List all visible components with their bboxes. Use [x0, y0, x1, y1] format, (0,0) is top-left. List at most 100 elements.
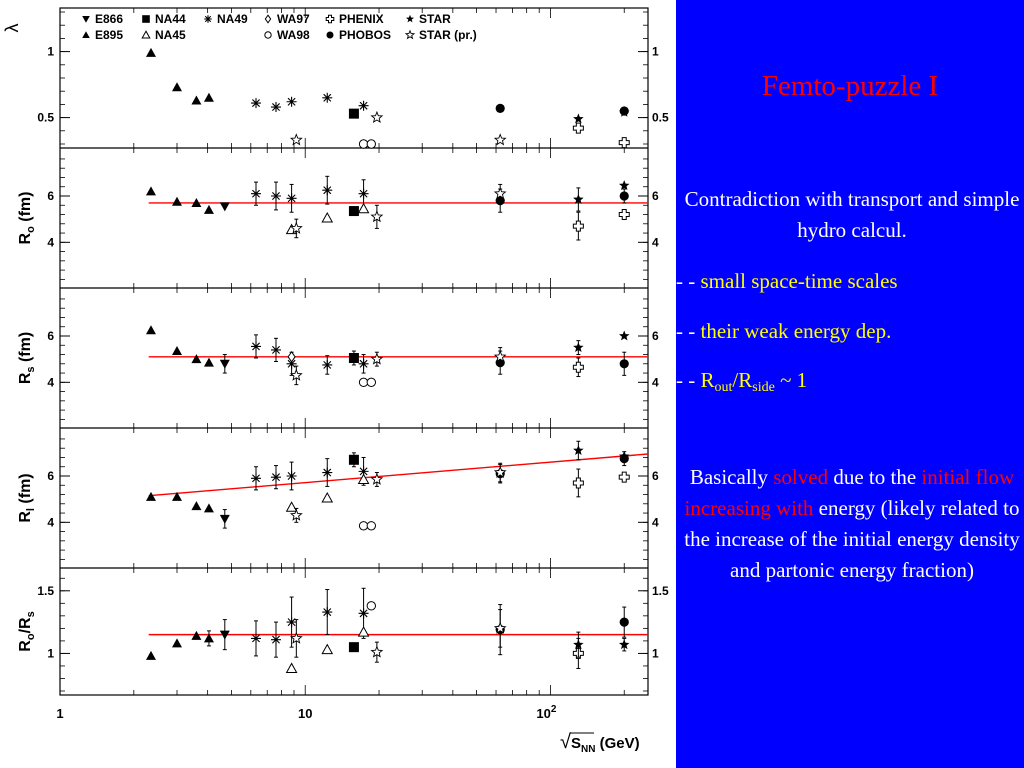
data-point-asterisk	[358, 358, 369, 369]
y-tick-label-right: 4	[652, 515, 659, 529]
y-label-sub: o	[25, 226, 37, 233]
data-point-tri-up-open	[357, 473, 370, 484]
data-point-tri-up	[203, 633, 214, 643]
summary-part-5: energy (likely related to the increase o…	[684, 496, 1020, 582]
x-axis-label: √SNN (GeV)	[560, 731, 640, 755]
data-point-circle	[619, 617, 629, 627]
y-label-sub: s	[25, 366, 37, 372]
data-point-tri-down	[219, 202, 230, 212]
y-tick-label-right: 4	[652, 235, 659, 249]
x-tick-label: 1	[56, 706, 63, 721]
data-point-star-open	[493, 350, 507, 363]
panel-4	[145, 440, 649, 531]
data-point-cross-open	[618, 209, 630, 221]
y-label-unit: (fm)	[17, 473, 34, 508]
legend-marker-cross-open	[325, 14, 335, 24]
data-point-tri-up	[171, 196, 182, 206]
data-point-square	[348, 206, 359, 217]
data-point-asterisk	[358, 466, 369, 477]
bullet-1-dash: - -	[676, 269, 696, 293]
panel-intro: Contradiction with transport and simple …	[684, 187, 1020, 242]
data-point-tri-up	[145, 325, 156, 335]
summary-part-3: due to the	[828, 465, 922, 489]
legend-marker-star	[406, 14, 414, 23]
data-point-asterisk	[251, 341, 262, 352]
data-point-circle-open	[366, 139, 376, 149]
x-tick-label-main: 10	[298, 706, 312, 721]
legend-marker-tri-up	[82, 31, 90, 39]
y-tick-label-left: 6	[47, 469, 54, 483]
data-point-star-open	[289, 221, 303, 234]
data-point-tri-up	[191, 197, 202, 207]
data-point-asterisk	[251, 473, 262, 484]
y-label-mid: /R	[17, 617, 34, 633]
data-point-tri-up-open	[357, 626, 370, 637]
legend-marker-square	[142, 15, 150, 23]
legend-label: WA98	[277, 28, 310, 42]
data-point-tri-up	[191, 630, 202, 640]
y-label-sub: o	[25, 633, 37, 640]
bullet-3-slash: /R	[732, 368, 753, 392]
data-point-star-open	[493, 621, 507, 634]
panel-summary: Basically solved due to the initial flow…	[682, 462, 1022, 586]
data-point-star	[573, 445, 584, 455]
data-point-tri-up-open	[321, 643, 334, 655]
y-tick-label-left: 4	[47, 515, 54, 529]
data-point-star-open	[289, 508, 303, 521]
data-point-asterisk	[270, 191, 281, 201]
data-point-tri-up	[203, 92, 214, 102]
y-label-r: R	[17, 640, 34, 652]
x-axis-label-unit: (GeV)	[595, 735, 639, 752]
data-point-tri-up-open	[285, 662, 298, 673]
data-point-star-open	[370, 210, 384, 223]
x-tick-label-main: 1	[56, 706, 63, 721]
data-point-square	[348, 108, 359, 119]
data-point-square	[348, 642, 359, 653]
data-point-star-open	[493, 186, 507, 200]
y-tick-label-left: 0.5	[37, 111, 54, 125]
data-point-circle-open	[366, 601, 376, 611]
summary-part-1: Basically	[689, 465, 774, 489]
y-axis-label-4: Rl (fm)	[17, 473, 37, 522]
data-point-circle-open	[366, 377, 376, 388]
legend: E866 E895 NA44 NA45 NA49 WA97 WA98 PHENIX PHOBOS…	[82, 12, 477, 42]
data-point-tri-up	[145, 650, 156, 660]
bullet-2: - - their weak energy dep.	[676, 317, 891, 345]
summary-flow: initial flow increasing with	[684, 465, 1015, 520]
data-point-asterisk	[251, 633, 262, 644]
data-point-asterisk	[322, 359, 333, 370]
fit-line-4	[148, 453, 649, 497]
data-point-star-open	[370, 472, 384, 485]
x-tick-label: 102	[536, 704, 556, 721]
data-point-tri-down	[219, 359, 230, 369]
bullet-2-dash: - -	[676, 319, 696, 343]
panel-1	[145, 47, 630, 149]
legend-label: NA45	[155, 28, 186, 42]
legend-marker-tri-down	[82, 15, 90, 23]
data-point-tri-up	[171, 491, 182, 501]
data-point-tri-up	[171, 638, 182, 648]
data-point-asterisk	[286, 193, 297, 204]
data-point-asterisk	[358, 188, 369, 199]
data-point-asterisk	[286, 96, 297, 107]
bullet-3-sub-side: side	[752, 380, 775, 395]
legend-label: E895	[95, 28, 123, 42]
y-tick-label-left: 1	[47, 646, 54, 660]
data-point-cross-open	[572, 361, 584, 373]
data-point-tri-up	[191, 501, 202, 511]
y-tick-label-left: 4	[47, 235, 54, 249]
panel-5	[145, 587, 648, 673]
panel-3	[145, 325, 648, 388]
data-point-asterisk	[286, 617, 297, 628]
data-point-star-open	[289, 368, 303, 381]
data-point-star-open	[370, 645, 384, 658]
data-point-square	[348, 454, 359, 465]
bullet-3-sub-out: out	[714, 380, 733, 395]
data-point-tri-up	[191, 95, 202, 105]
y-tick-label-left: 6	[47, 329, 54, 343]
y-label-r: R	[17, 372, 34, 384]
data-point-tri-down	[219, 514, 230, 524]
data-point-tri-up	[191, 354, 202, 364]
plot-frame	[59, 7, 649, 696]
x-axis-label-s: S	[571, 735, 581, 752]
